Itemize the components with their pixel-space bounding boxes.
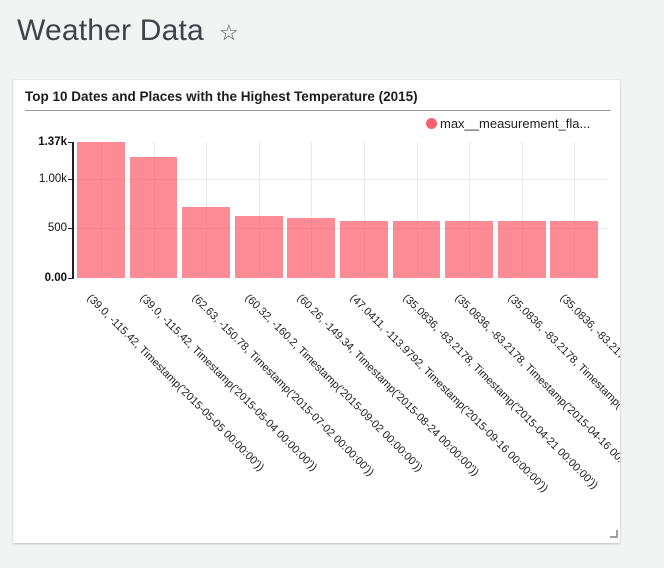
x-axis-label: (62.63, -150.78, Timestamp('2015-07-02 0… xyxy=(189,292,377,479)
y-axis-tick xyxy=(68,178,72,180)
vertical-gridline xyxy=(363,142,365,278)
page-header: Weather Data ☆ xyxy=(17,14,239,48)
x-axis-label: (35.0836, -83.2178, Timestamp('2015-04-2… xyxy=(400,292,600,492)
card-resize-handle-icon[interactable] xyxy=(610,530,618,538)
legend-item[interactable]: max__measurement_fla... xyxy=(426,116,590,131)
y-axis-tick xyxy=(68,228,72,230)
chart-title: Top 10 Dates and Places with the Highest… xyxy=(25,89,418,104)
vertical-gridline xyxy=(258,142,260,278)
x-axis-label: (60.32, -160.2, Timestamp('2015-09-02 00… xyxy=(242,292,425,475)
bar[interactable] xyxy=(340,220,388,278)
bar[interactable] xyxy=(445,220,493,278)
bar[interactable] xyxy=(182,206,230,278)
y-axis-tick-label: 1.00k xyxy=(38,172,67,185)
bar[interactable] xyxy=(77,142,125,278)
bar[interactable] xyxy=(392,220,441,278)
legend-dot-icon xyxy=(426,118,437,129)
x-axis-label: (60.26, -149.34, Timestamp('2015-08-24 0… xyxy=(294,292,482,479)
horizontal-gridline xyxy=(71,178,608,180)
vertical-gridline xyxy=(311,142,313,278)
page-title: Weather Data xyxy=(17,14,204,47)
y-axis-tick-label: 500 xyxy=(47,222,67,235)
y-axis-line xyxy=(72,142,74,279)
plot-area: 0.00 500 1.00k 1.37k (39.0, -115.42, Timesta… xyxy=(13,80,620,543)
vertical-gridline xyxy=(521,142,523,278)
y-axis-tick-label: 1.37k xyxy=(38,136,67,148)
x-axis-label: (39.0, -115.42, Timestamp('2015-05-05 00… xyxy=(84,292,267,474)
y-axis-tick-label: 0.00 xyxy=(44,272,67,284)
bar[interactable] xyxy=(550,221,599,278)
y-axis-tick xyxy=(68,278,72,279)
legend-label: max__measurement_fla... xyxy=(440,116,591,131)
chart-card: Top 10 Dates and Places with the Highest… xyxy=(13,80,620,543)
vertical-gridline xyxy=(416,142,418,278)
vertical-gridline xyxy=(574,142,576,278)
bar[interactable] xyxy=(234,216,283,278)
x-axis-label: (47.0411, -113.9792, Timestamp('2015-09-… xyxy=(347,292,551,495)
vertical-gridline xyxy=(469,142,471,278)
favorite-star-icon[interactable]: ☆ xyxy=(218,20,239,45)
bar[interactable] xyxy=(497,221,546,278)
y-axis-tick xyxy=(68,142,72,143)
title-divider xyxy=(25,110,611,111)
bar[interactable] xyxy=(287,218,336,278)
horizontal-gridline xyxy=(71,228,608,230)
x-axis-label: (39.0, -115.42, Timestamp('2015-05-04 00… xyxy=(137,292,319,474)
bar[interactable] xyxy=(129,156,178,278)
